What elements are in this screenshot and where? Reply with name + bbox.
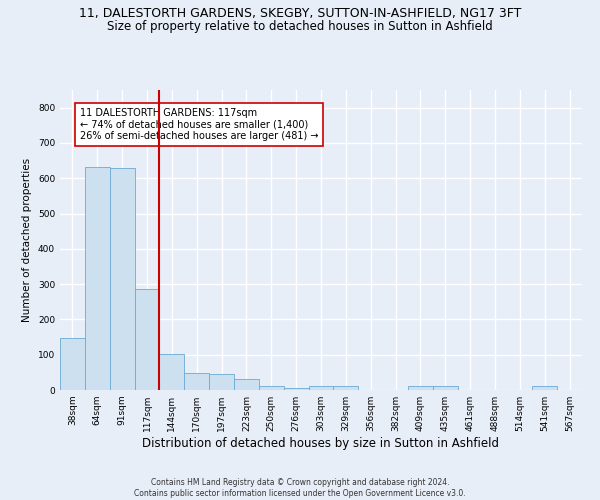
Text: Contains HM Land Registry data © Crown copyright and database right 2024.
Contai: Contains HM Land Registry data © Crown c… (134, 478, 466, 498)
Bar (234, 380, 259, 390)
Y-axis label: Number of detached properties: Number of detached properties (22, 158, 32, 322)
Bar (284, 388, 308, 390)
Bar (110, 168, 134, 390)
Bar (259, 386, 284, 390)
Bar (433, 386, 458, 390)
Text: Size of property relative to detached houses in Sutton in Ashfield: Size of property relative to detached ho… (107, 20, 493, 33)
Bar (134, 288, 160, 390)
Text: 11 DALESTORTH GARDENS: 117sqm
← 74% of detached houses are smaller (1,400)
26% o: 11 DALESTORTH GARDENS: 117sqm ← 74% of d… (80, 108, 319, 141)
Text: Distribution of detached houses by size in Sutton in Ashfield: Distribution of detached houses by size … (143, 438, 499, 450)
Bar (60, 338, 85, 390)
Bar (160, 354, 184, 390)
Bar (184, 374, 209, 390)
Bar (308, 386, 334, 390)
Bar (85, 167, 110, 390)
Bar (334, 386, 358, 390)
Bar (532, 386, 557, 390)
Bar (408, 386, 433, 390)
Bar (209, 374, 234, 390)
Text: 11, DALESTORTH GARDENS, SKEGBY, SUTTON-IN-ASHFIELD, NG17 3FT: 11, DALESTORTH GARDENS, SKEGBY, SUTTON-I… (79, 8, 521, 20)
